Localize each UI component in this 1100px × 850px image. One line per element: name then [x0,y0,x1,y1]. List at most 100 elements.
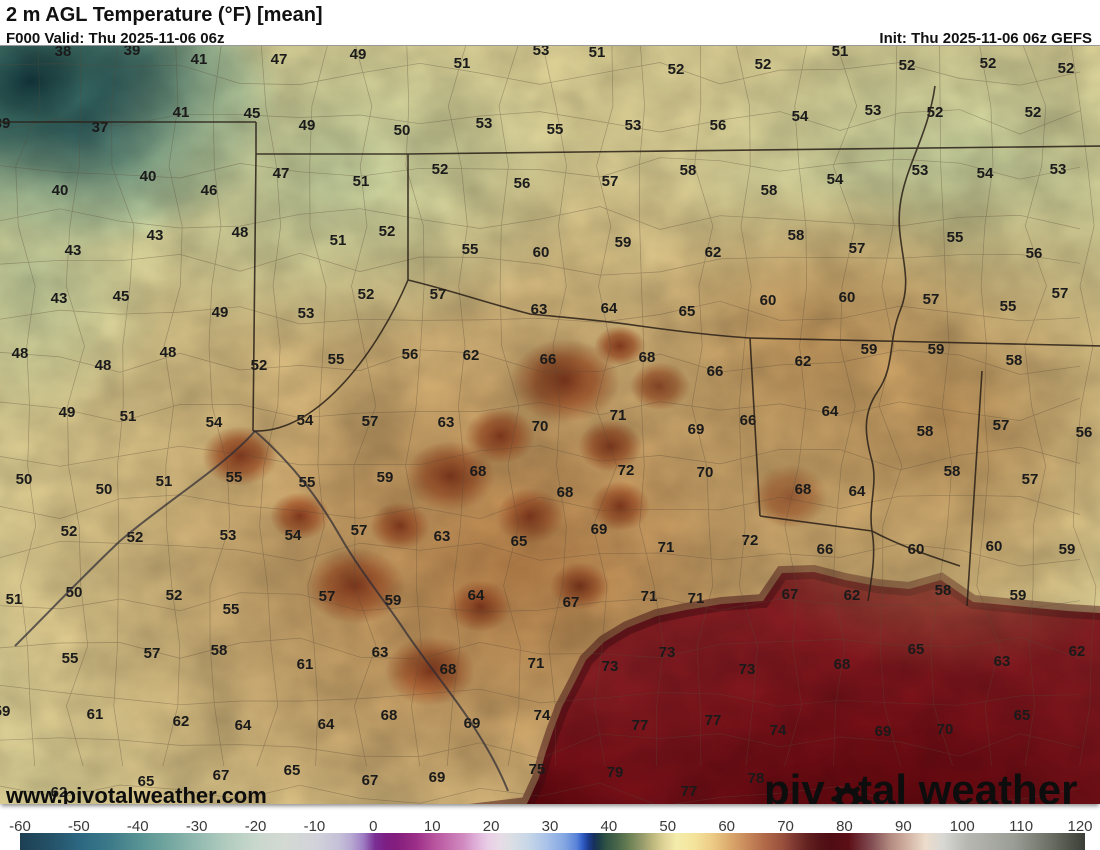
svg-text:69: 69 [429,769,446,786]
svg-text:65: 65 [908,641,925,658]
svg-text:52: 52 [899,57,916,74]
svg-text:59: 59 [928,341,945,358]
svg-text:47: 47 [273,165,290,182]
svg-text:61: 61 [87,706,104,723]
svg-text:74: 74 [770,722,787,739]
svg-text:58: 58 [917,423,934,440]
svg-text:50: 50 [96,481,113,498]
svg-text:65: 65 [1014,707,1031,724]
svg-text:51: 51 [156,473,173,490]
svg-text:53: 53 [625,117,642,134]
svg-text:52: 52 [1025,104,1042,121]
svg-text:52: 52 [127,529,144,546]
svg-text:43: 43 [51,290,68,307]
svg-text:48: 48 [12,345,29,362]
svg-text:71: 71 [658,539,675,556]
svg-text:55: 55 [299,474,316,491]
svg-text:tal weather: tal weather [858,766,1077,804]
svg-text:71: 71 [688,590,705,607]
svg-text:69: 69 [688,421,705,438]
svg-text:60: 60 [986,538,1003,555]
svg-text:65: 65 [679,303,696,320]
svg-text:52: 52 [358,286,375,303]
svg-text:69: 69 [875,723,892,740]
svg-text:49: 49 [299,117,316,134]
svg-text:75: 75 [529,761,546,778]
svg-text:64: 64 [601,300,618,317]
svg-text:48: 48 [160,344,177,361]
svg-text:60: 60 [839,289,856,306]
svg-text:40: 40 [140,168,157,185]
svg-text:65: 65 [511,533,528,550]
svg-text:66: 66 [707,363,724,380]
svg-text:62: 62 [1069,643,1086,660]
svg-text:51: 51 [589,46,606,61]
svg-text:54: 54 [827,171,844,188]
svg-text:52: 52 [379,223,396,240]
svg-text:52: 52 [668,61,685,78]
svg-text:63: 63 [994,653,1011,670]
svg-text:56: 56 [514,175,531,192]
svg-text:58: 58 [761,182,778,199]
svg-text:51: 51 [353,173,370,190]
svg-text:70: 70 [697,464,714,481]
svg-text:71: 71 [528,655,545,672]
svg-text:64: 64 [468,587,485,604]
svg-text:46: 46 [201,182,218,199]
svg-text:64: 64 [822,403,839,420]
svg-text:66: 66 [540,351,557,368]
svg-text:62: 62 [705,244,722,261]
svg-text:51: 51 [6,591,23,608]
svg-text:55: 55 [462,241,479,258]
svg-text:59: 59 [1059,541,1076,558]
svg-text:68: 68 [470,463,487,480]
svg-text:53: 53 [533,46,550,59]
svg-text:54: 54 [206,414,223,431]
svg-text:78: 78 [748,770,765,787]
svg-text:77: 77 [705,712,722,729]
svg-text:57: 57 [319,588,336,605]
svg-text:59: 59 [0,703,10,720]
svg-text:56: 56 [1076,424,1093,441]
svg-text:52: 52 [1058,60,1075,77]
svg-text:77: 77 [681,783,698,800]
svg-text:48: 48 [232,224,249,241]
svg-text:70: 70 [532,418,549,435]
svg-text:58: 58 [788,227,805,244]
svg-text:67: 67 [362,772,379,789]
svg-text:50: 50 [16,471,33,488]
svg-text:53: 53 [476,115,493,132]
svg-text:64: 64 [235,717,252,734]
svg-text:38: 38 [55,46,72,60]
svg-text:50: 50 [394,122,411,139]
svg-text:72: 72 [742,532,759,549]
svg-text:49: 49 [350,46,367,63]
svg-text:52: 52 [980,55,997,72]
svg-text:59: 59 [1010,587,1027,604]
svg-text:61: 61 [297,656,314,673]
svg-text:59: 59 [377,469,394,486]
svg-text:57: 57 [1052,285,1069,302]
svg-text:60: 60 [760,292,777,309]
svg-text:43: 43 [147,227,164,244]
svg-text:57: 57 [351,522,368,539]
svg-text:39: 39 [0,115,10,132]
svg-text:55: 55 [223,601,240,618]
svg-text:59: 59 [615,234,632,251]
svg-text:63: 63 [434,528,451,545]
svg-text:71: 71 [641,588,658,605]
svg-text:62: 62 [844,587,861,604]
svg-text:68: 68 [639,349,656,366]
svg-text:39: 39 [124,46,141,59]
svg-text:54: 54 [977,165,994,182]
svg-text:56: 56 [1026,245,1043,262]
svg-text:54: 54 [792,108,809,125]
svg-text:71: 71 [610,407,627,424]
svg-text:62: 62 [795,353,812,370]
svg-text:51: 51 [120,408,137,425]
svg-text:49: 49 [59,404,76,421]
svg-text:79: 79 [607,764,624,781]
svg-text:60: 60 [908,541,925,558]
svg-text:52: 52 [432,161,449,178]
svg-text:www.pivotalweather.com: www.pivotalweather.com [5,783,267,804]
